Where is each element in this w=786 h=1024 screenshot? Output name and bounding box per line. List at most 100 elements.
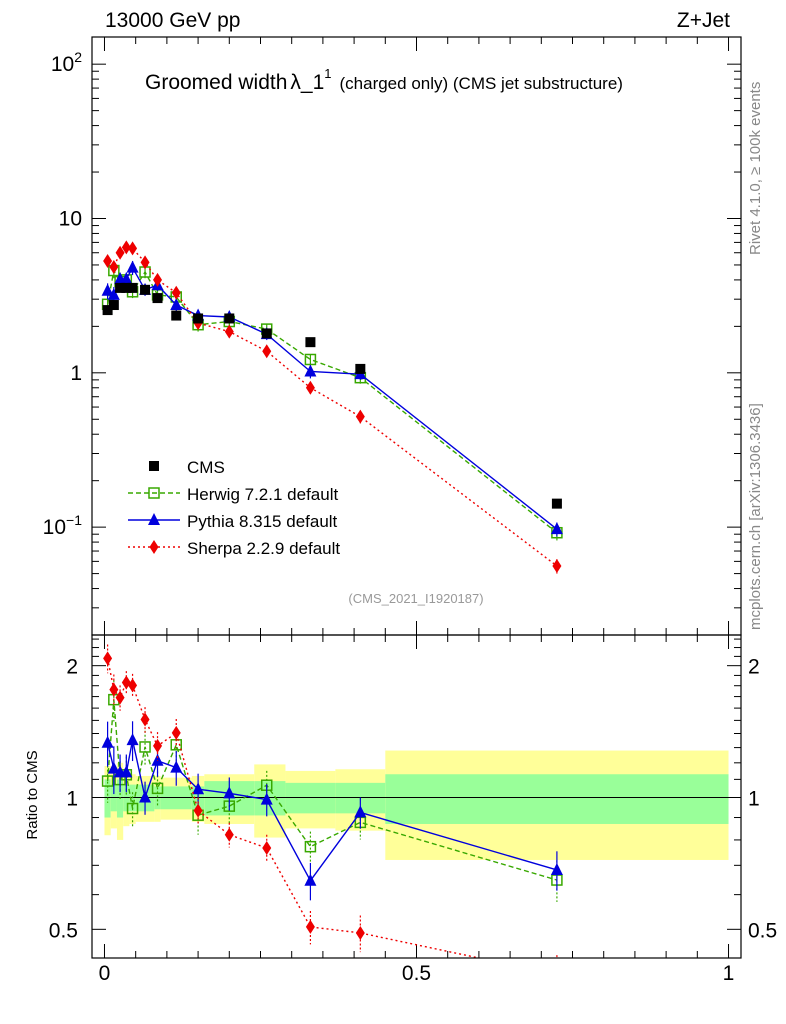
data-point xyxy=(115,282,126,293)
data-point xyxy=(224,324,234,339)
title-main: Groomed width xyxy=(145,71,287,94)
ratio-y-tick-label-left: 1 xyxy=(66,787,78,810)
axis-ticks: 10−1 1 10 102 0.5 0.5 1 1 2 2 0 0.5 1 xyxy=(43,37,777,985)
data-point xyxy=(108,300,119,311)
data-point xyxy=(153,272,163,287)
ratio-y-tick-label-right: 1 xyxy=(748,787,760,810)
data-point xyxy=(102,305,113,316)
x-tick-label: 1 xyxy=(723,962,735,985)
data-point xyxy=(551,498,562,509)
series-pythia-ratio xyxy=(101,721,563,901)
ratio-point xyxy=(304,840,317,853)
ratio-y-tick-label-left: 2 xyxy=(66,656,78,679)
ratio-point xyxy=(151,782,164,795)
data-point xyxy=(261,328,272,339)
data-point xyxy=(224,313,235,324)
data-point xyxy=(121,240,131,255)
legend-label: Herwig 7.2.1 default xyxy=(187,485,338,504)
main-y-tick-label: 102 xyxy=(51,49,82,76)
data-point xyxy=(121,282,132,293)
analysis-watermark: (CMS_2021_I1920187) xyxy=(348,591,483,606)
data-point xyxy=(103,254,113,269)
ratio-point xyxy=(101,775,114,787)
ratio-point xyxy=(109,682,119,697)
ratio-point xyxy=(305,919,315,934)
ratio-point xyxy=(139,741,151,753)
data-point xyxy=(171,310,182,321)
ratio-point xyxy=(304,873,317,886)
legend-marker xyxy=(148,487,160,499)
ratio-point xyxy=(260,792,273,805)
rivet-version-label: Rivet 4.1.0, ≥ 100k events xyxy=(747,82,764,255)
legend-entry-pythia: Pythia 8.315 default xyxy=(128,512,338,531)
ratio-point xyxy=(171,725,181,740)
ratio-y-tick-label-right: 0.5 xyxy=(748,919,777,942)
data-point xyxy=(140,255,150,270)
data-point xyxy=(305,337,316,348)
ratio-point xyxy=(140,712,150,727)
band-inner xyxy=(385,774,729,824)
legend-label: Pythia 8.315 default xyxy=(187,512,338,531)
data-point xyxy=(355,363,366,374)
data-point xyxy=(193,313,204,324)
ratio-y-tick-label-left: 0.5 xyxy=(49,919,78,942)
data-point xyxy=(109,259,119,274)
main-y-tick-label: 10 xyxy=(59,207,82,230)
legend-marker xyxy=(149,461,159,471)
data-point xyxy=(355,409,365,424)
data-point xyxy=(115,245,125,260)
data-point xyxy=(550,522,563,535)
ratio-point xyxy=(115,690,125,705)
data-point xyxy=(140,284,151,295)
main-y-tick-label: 1 xyxy=(70,362,82,385)
ratio-point xyxy=(262,841,272,856)
mcplots-label: mcplots.cern.ch [arXiv:1306.3436] xyxy=(747,403,764,630)
legend-entry-sherpa: Sherpa 2.2.9 default xyxy=(128,539,340,558)
ratio-point xyxy=(120,765,133,778)
ratio-point xyxy=(107,761,120,774)
ratio-point xyxy=(128,678,138,693)
main-y-tick-label: 10−1 xyxy=(43,512,83,539)
legend-entry-cms: CMS xyxy=(149,458,225,477)
data-point xyxy=(170,298,183,311)
legend-label: CMS xyxy=(187,458,225,477)
ratio-axis-label: Ratio to CMS xyxy=(24,750,41,839)
data-point xyxy=(171,285,181,300)
data-point xyxy=(107,287,120,300)
ratio-point xyxy=(223,786,236,799)
data-point xyxy=(128,241,138,256)
ratio-point xyxy=(153,738,163,753)
ratio-point xyxy=(126,733,139,746)
legend-entry-herwig: Herwig 7.2.1 default xyxy=(128,485,338,504)
series-sherpa-ratio xyxy=(103,644,558,958)
legend-marker xyxy=(149,540,159,554)
plot-title: Groomed width λ_11 (charged only) (CMS jet… xyxy=(145,66,623,94)
data-point xyxy=(152,293,163,304)
header-left-label: 13000 GeV pp xyxy=(105,9,240,32)
ratio-y-tick-label-right: 2 xyxy=(748,656,760,679)
data-point xyxy=(304,364,317,377)
legend-label: Sherpa 2.2.9 default xyxy=(187,539,340,558)
data-point xyxy=(120,272,133,285)
x-tick-label: 0 xyxy=(99,962,111,985)
ratio-point xyxy=(139,790,152,803)
band-inner xyxy=(285,782,336,814)
data-point xyxy=(126,260,139,273)
title-lambda: λ_1 xyxy=(290,71,324,94)
ratio-point xyxy=(170,760,183,773)
ratio-point xyxy=(151,753,164,766)
ratio-panel-series xyxy=(101,644,563,958)
ratio-point xyxy=(103,651,113,666)
ratio-point xyxy=(550,862,563,875)
data-point xyxy=(127,282,138,293)
legend-marker xyxy=(148,513,160,525)
data-point xyxy=(262,344,272,359)
ratio-point xyxy=(101,735,114,748)
ratio-panel-frame xyxy=(91,634,742,959)
ratio-point xyxy=(126,802,139,815)
ratio-point xyxy=(355,925,365,940)
title-superscript: 1 xyxy=(324,66,331,81)
legend: CMS Herwig 7.2.1 default Pythia 8.315 defa… xyxy=(128,458,340,558)
